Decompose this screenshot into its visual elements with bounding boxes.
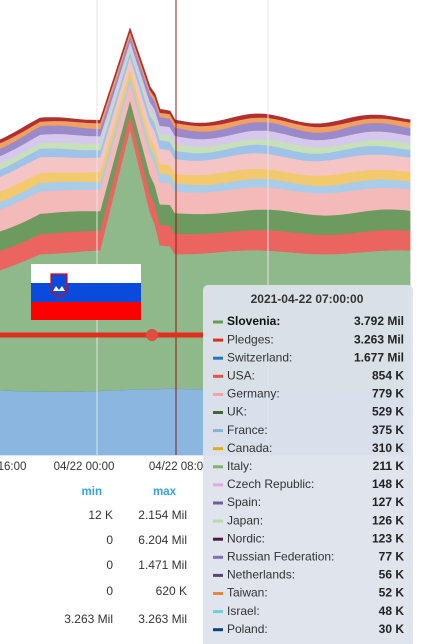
series-name: France:: [227, 423, 268, 437]
table-cell: 0: [106, 584, 113, 598]
series-swatch: [213, 320, 223, 324]
series-swatch: [213, 374, 223, 378]
series-name: Pledges:: [227, 332, 274, 346]
series-name: Spain:: [227, 495, 261, 509]
coat-of-arms-mountain: [53, 286, 65, 291]
series-name: Taiwan:: [227, 586, 268, 600]
series-name: Poland:: [227, 622, 268, 636]
series-swatch: [213, 628, 223, 632]
series-name: Italy:: [227, 459, 252, 473]
x-tick-label: 04/22 08:0: [149, 461, 203, 473]
tooltip: 2021-04-22 07:00:00 Slovenia: 3.792 Mil Ple…: [213, 292, 404, 636]
table-cell: 3.263 Mil: [64, 612, 113, 626]
series-value: 529 K: [372, 405, 404, 419]
series-swatch: [213, 411, 223, 414]
flag-white: [31, 264, 141, 283]
series-swatch: [213, 465, 223, 469]
series-value: 1.677 Mil: [354, 350, 404, 364]
series-value: 310 K: [372, 441, 404, 455]
series-name: Nordic:: [227, 531, 265, 545]
x-axis: 16:00 04/22 00:00 04/22 08:0: [0, 461, 203, 473]
series-swatch: [213, 447, 223, 451]
series-name: Switzerland:: [227, 350, 292, 364]
series-name: Slovenia:: [227, 314, 280, 328]
series-value: 52 K: [379, 586, 405, 600]
series-name: UK:: [227, 405, 247, 419]
series-value: 127 K: [372, 495, 404, 509]
series-name: Israel:: [227, 604, 260, 618]
table-cell: 2.154 Mil: [138, 508, 187, 522]
table-cell: 0: [106, 533, 113, 547]
series-swatch: [213, 610, 223, 614]
series-name: Netherlands:: [227, 568, 295, 582]
series-value: 3.263 Mil: [354, 332, 404, 346]
series-name: Germany:: [227, 387, 280, 401]
column-header: max: [153, 486, 177, 498]
series-value: 3.792 Mil: [354, 314, 404, 328]
table-cell: 620 K: [156, 584, 187, 598]
series-value: 375 K: [372, 423, 404, 437]
series-name: Canada:: [227, 441, 272, 455]
series-name: Czech Republic:: [227, 477, 314, 491]
coat-of-arms: [50, 273, 68, 298]
series-swatch: [213, 356, 223, 360]
area-band: [0, 27, 411, 144]
series-swatch: [213, 573, 223, 577]
x-tick-label: 04/22 00:00: [54, 461, 115, 473]
table-cell: 0: [106, 558, 113, 572]
series-swatch: [213, 592, 223, 595]
flag-red: [31, 302, 141, 320]
hover-point: [146, 329, 158, 341]
series-value: 126 K: [372, 513, 404, 527]
column-header: min: [82, 486, 102, 498]
series-name: USA:: [227, 368, 255, 382]
legend-table: min max 12 K 2.154 Mil 0 6.204 Mil 0 1.471 Mil 0…: [64, 486, 187, 626]
table-cell: 6.204 Mil: [138, 533, 187, 547]
series-value: 148 K: [372, 477, 404, 491]
x-tick-label: 16:00: [0, 461, 26, 473]
series-swatch: [213, 501, 223, 505]
series-swatch: [213, 555, 223, 559]
table-cell: 3.263 Mil: [138, 612, 187, 626]
series-swatch: [213, 483, 223, 487]
series-value: 77 K: [379, 549, 405, 563]
series-swatch: [213, 537, 223, 541]
series-name: Russian Federation:: [227, 549, 334, 563]
series-swatch: [213, 429, 223, 433]
series-value: 30 K: [379, 622, 405, 636]
series-value: 211 K: [373, 459, 405, 473]
tooltip-title: 2021-04-22 07:00:00: [251, 292, 364, 306]
flag-slovenia: [31, 264, 141, 320]
series-value: 854 K: [372, 368, 404, 382]
series-swatch: [213, 392, 223, 396]
series-value: 123 K: [372, 531, 404, 545]
series-swatch: [213, 338, 223, 342]
flag-blue: [31, 283, 141, 302]
table-cell: 1.471 Mil: [138, 558, 187, 572]
table-cell: 12 K: [88, 508, 113, 522]
tooltip-box: [203, 285, 413, 644]
series-value: 48 K: [379, 604, 405, 618]
series-name: Japan:: [227, 513, 263, 527]
series-value: 56 K: [379, 568, 405, 582]
series-swatch: [213, 519, 223, 523]
series-value: 779 K: [372, 387, 404, 401]
